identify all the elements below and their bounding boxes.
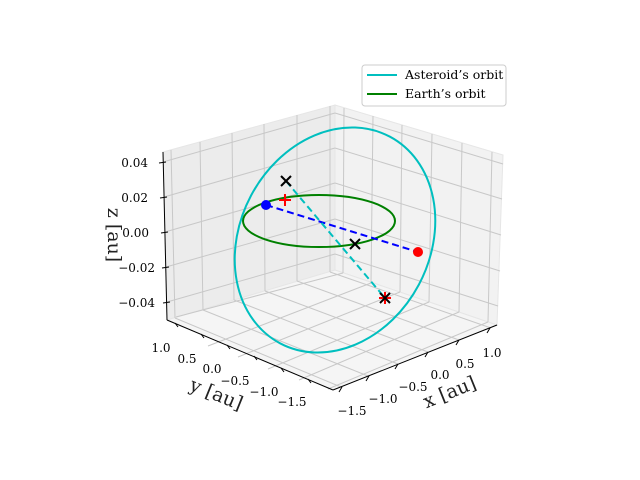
z-tick: 0.00 <box>122 226 149 240</box>
z-tick: 0.04 <box>121 156 148 170</box>
z-tick: 0.02 <box>121 191 148 205</box>
y-tick-labels: 1.0 0.5 0.0 −0.5 −1.0 −1.5 <box>151 341 306 409</box>
descending-node-marker <box>413 247 423 257</box>
x-axis-line <box>332 324 498 391</box>
ascending-node-marker <box>261 200 271 210</box>
asteroid-orbit <box>233 126 437 354</box>
line-of-nodes <box>265 204 419 253</box>
legend-label-earth: Earth’s orbit <box>405 86 486 101</box>
x-marker <box>280 175 292 187</box>
y-tick: 0.0 <box>202 362 221 376</box>
y-tick: −0.5 <box>220 374 249 388</box>
y-tick: −1.0 <box>249 385 278 399</box>
x-marker <box>379 292 391 304</box>
x-tick: 0.0 <box>430 368 449 382</box>
apsidal-line <box>285 180 386 299</box>
tick-marks <box>158 161 491 393</box>
y-tick: 1.0 <box>151 341 170 355</box>
grid <box>162 106 504 390</box>
earth-orbit <box>242 194 396 248</box>
z-tick-labels: 0.04 0.02 0.00 −0.02 −0.04 <box>118 156 155 310</box>
x-tick: 0.5 <box>455 357 474 371</box>
x-axis-label: x [au] <box>420 372 479 413</box>
x-tick: 1.0 <box>482 346 501 360</box>
legend: Asteroid’s orbit Earth’s orbit <box>361 64 507 107</box>
x-tick: −0.5 <box>398 380 427 394</box>
x-tick: −1.5 <box>337 404 366 418</box>
x-tick-labels: −1.5 −1.0 −0.5 0.0 0.5 1.0 <box>337 346 501 418</box>
plus-marker <box>279 194 291 206</box>
axis-lines <box>162 151 498 391</box>
z-axis-line <box>162 151 168 321</box>
z-axis-label: z [au] <box>103 208 125 262</box>
y-axis-line <box>166 319 334 391</box>
x-marker <box>349 238 361 250</box>
legend-label-asteroid: Asteroid’s orbit <box>404 67 503 82</box>
y-tick: −1.5 <box>277 395 306 409</box>
z-tick: −0.02 <box>118 261 155 275</box>
y-tick: 0.5 <box>177 352 196 366</box>
z-tick: −0.04 <box>118 296 155 310</box>
axes-panes <box>162 104 504 391</box>
x-tick: −1.0 <box>368 392 397 406</box>
